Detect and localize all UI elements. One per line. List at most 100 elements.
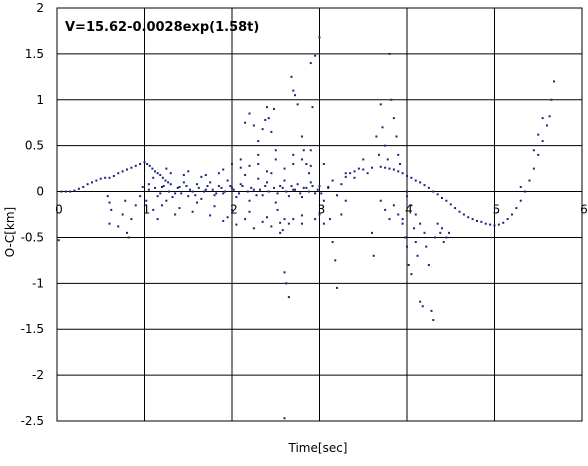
- data-point: [366, 172, 369, 175]
- data-point: [226, 216, 229, 219]
- data-point: [252, 188, 255, 191]
- data-point: [371, 166, 373, 169]
- data-point: [334, 259, 337, 262]
- data-point: [292, 188, 295, 191]
- data-point: [95, 179, 98, 182]
- data-point: [311, 106, 314, 109]
- data-point: [180, 192, 183, 195]
- data-point: [60, 190, 63, 193]
- data-point: [239, 166, 242, 169]
- data-point: [187, 195, 190, 198]
- data-point: [130, 166, 133, 169]
- data-point: [266, 216, 268, 219]
- data-point: [311, 185, 314, 188]
- data-point: [397, 153, 400, 156]
- data-point: [213, 194, 216, 197]
- y-tick-label: 0: [36, 185, 44, 199]
- data-point: [270, 130, 273, 133]
- data-point: [432, 319, 435, 322]
- data-point: [432, 190, 435, 193]
- data-point: [550, 98, 553, 101]
- data-point: [511, 213, 513, 216]
- data-point: [176, 186, 179, 189]
- data-point: [264, 118, 267, 121]
- data-point: [276, 208, 279, 211]
- data-point: [203, 190, 205, 193]
- data-point: [320, 192, 323, 195]
- data-point: [167, 181, 170, 184]
- data-point: [204, 188, 207, 191]
- data-point: [546, 124, 548, 127]
- data-point: [502, 221, 505, 224]
- data-point: [110, 208, 113, 211]
- y-tick-label: 1: [36, 93, 44, 107]
- data-point: [425, 245, 428, 248]
- data-point: [64, 190, 67, 193]
- data-point: [497, 223, 500, 226]
- data-point: [294, 188, 296, 191]
- data-point: [200, 175, 203, 178]
- data-point: [250, 186, 253, 189]
- data-point: [515, 207, 518, 210]
- data-point: [178, 207, 181, 210]
- data-point: [244, 174, 247, 177]
- data-point: [406, 174, 408, 177]
- data-point: [274, 149, 277, 152]
- data-point: [314, 218, 317, 221]
- data-point: [390, 98, 393, 101]
- data-point: [134, 164, 137, 167]
- data-point: [106, 195, 109, 198]
- data-point: [273, 186, 275, 189]
- data-point: [248, 112, 251, 115]
- data-point: [371, 231, 373, 234]
- data-point: [220, 186, 223, 189]
- data-point: [441, 196, 443, 199]
- data-point: [229, 185, 232, 188]
- data-point: [279, 221, 282, 224]
- data-point: [353, 170, 356, 173]
- data-point: [379, 103, 382, 106]
- data-point: [91, 181, 93, 184]
- data-point: [168, 190, 170, 193]
- data-point: [239, 183, 242, 186]
- data-point: [541, 117, 544, 120]
- data-point: [222, 219, 225, 222]
- data-point: [329, 218, 331, 221]
- data-point: [283, 167, 286, 170]
- data-point: [299, 192, 302, 195]
- data-point: [301, 135, 303, 138]
- data-point: [141, 185, 144, 188]
- data-point: [285, 282, 288, 285]
- data-point: [159, 192, 162, 195]
- data-point: [388, 167, 391, 170]
- data-point: [381, 126, 384, 129]
- data-point: [196, 183, 198, 186]
- data-point: [283, 417, 286, 420]
- data-point: [427, 263, 430, 266]
- data-point: [231, 186, 233, 189]
- data-point: [191, 210, 194, 213]
- data-point: [217, 185, 220, 188]
- data-point: [279, 231, 282, 234]
- data-point: [283, 271, 286, 274]
- x-tick-label: 1: [143, 203, 151, 217]
- data-point: [430, 309, 433, 312]
- data-point: [261, 220, 264, 223]
- data-point: [148, 164, 151, 167]
- data-point: [185, 185, 188, 188]
- data-point: [178, 185, 181, 188]
- y-tick-label: -0.5: [21, 230, 44, 244]
- data-point: [537, 153, 540, 156]
- data-point: [283, 218, 286, 221]
- data-point: [309, 164, 312, 167]
- data-point: [322, 222, 325, 225]
- data-point: [448, 231, 450, 234]
- data-point: [261, 128, 264, 131]
- data-point: [82, 185, 85, 188]
- data-point: [301, 222, 303, 225]
- x-tick-label: 6: [580, 203, 588, 217]
- data-point: [159, 174, 162, 177]
- data-point: [294, 94, 296, 97]
- data-point: [519, 199, 522, 202]
- data-point: [290, 185, 293, 188]
